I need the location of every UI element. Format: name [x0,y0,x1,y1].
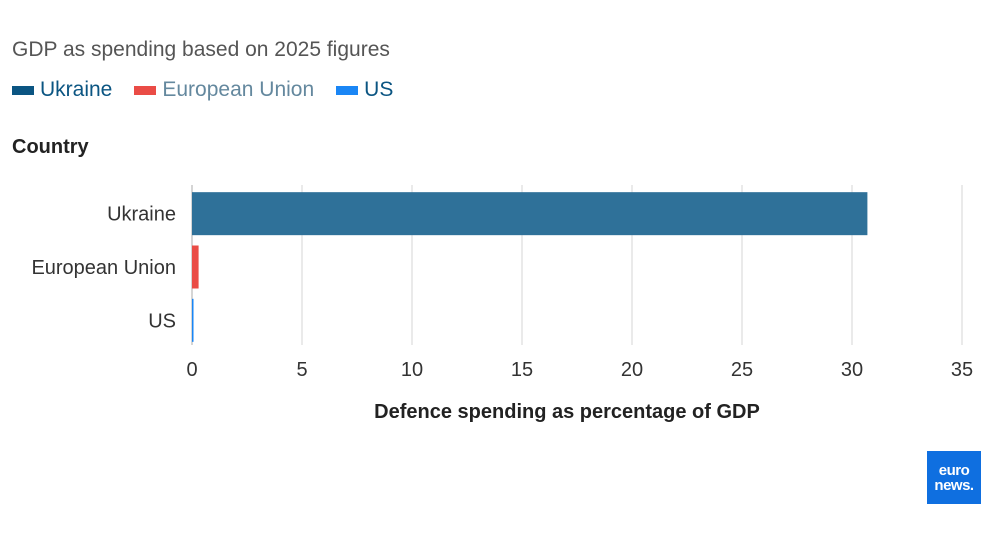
x-tick-label: 0 [186,359,197,381]
logo-line-1: euro [938,461,970,479]
legend-swatch-us [336,85,359,95]
y-axis-title: Country [12,136,89,158]
x-tick-label: 10 [401,359,423,381]
legend-swatch-european-union [134,85,157,95]
x-tick-label: 20 [621,359,643,381]
y-tick-label: US [148,310,176,332]
legend-item-us[interactable]: US [336,78,393,102]
bar-us [192,298,194,342]
logo-line-2: news. [934,476,974,494]
x-tick-label: 5 [296,359,307,381]
chart-subtitle: GDP as spending based on 2025 figures [12,38,390,61]
legend-swatch-ukraine [12,85,34,95]
y-tick-label: European Union [31,257,176,279]
legend-label-us: US [364,78,394,101]
euronews-logo: euro news. [927,451,981,504]
legend-item-european-union[interactable]: European Union [134,78,314,102]
x-tick-label: 25 [731,359,753,381]
bar-european-union [192,245,199,289]
x-tick-label: 15 [511,359,533,381]
legend-label-european-union: European Union [162,78,315,101]
legend-item-ukraine[interactable]: Ukraine [12,78,112,102]
bar-ukraine [192,192,868,236]
bar-chart: 0 5 10 15 20 25 30 35 Ukraine European Union US Def… [31,185,973,423]
x-axis-title: Defence spending as percentage of GDP [374,401,760,423]
x-tick-label: 30 [841,359,863,381]
x-tick-label: 35 [951,359,973,381]
legend: Ukraine European Union US [12,78,393,102]
y-tick-label: Ukraine [107,204,176,226]
legend-label-ukraine: Ukraine [40,78,113,101]
